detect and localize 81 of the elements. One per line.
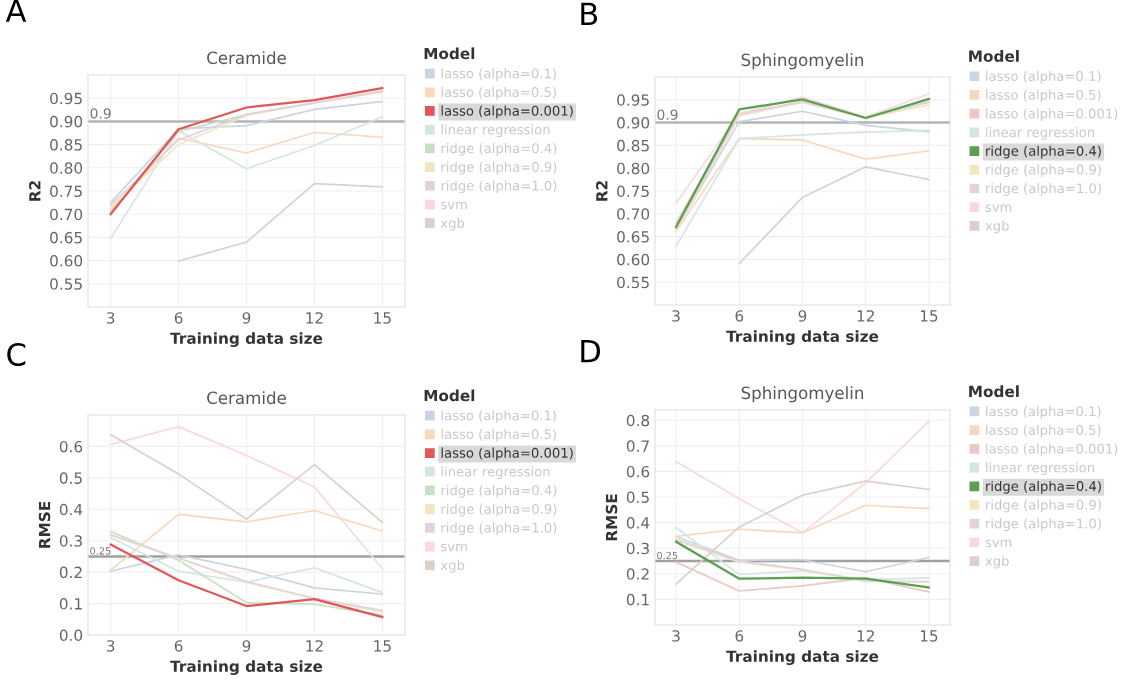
y-tick-label: 0.2 xyxy=(59,566,82,579)
x-tick-label: 6 xyxy=(735,630,744,642)
y-axis-title: R2 xyxy=(29,181,41,201)
y-tick-label: 0.7 xyxy=(626,440,649,452)
ref-line-label: 0.25 xyxy=(657,551,678,560)
x-tick-label: 6 xyxy=(735,310,744,322)
y-tick-label: 0.75 xyxy=(617,185,649,198)
y-tick-label: 0.2 xyxy=(626,568,649,580)
y-tick-label: 0.85 xyxy=(617,139,649,152)
x-tick-label: 12 xyxy=(306,640,323,652)
legend-title: Model xyxy=(969,385,1019,398)
ref-line-label: 0.25 xyxy=(90,547,111,555)
legend-title: Model xyxy=(424,47,475,60)
x-tick-label: 3 xyxy=(672,630,680,642)
text: B xyxy=(581,2,598,25)
y-tick-label: 0.95 xyxy=(50,92,82,105)
x-tick-label: 15 xyxy=(374,312,391,324)
y-tick-label: 0.8 xyxy=(626,414,650,427)
legend-title: Model xyxy=(424,389,475,402)
x-tick-label: 12 xyxy=(857,310,874,322)
y-axis-title: RMSE xyxy=(38,501,51,548)
x-tick-label: 15 xyxy=(920,630,938,642)
y-tick-label: 0.1 xyxy=(626,593,649,606)
x-axis-title: Training data size xyxy=(170,332,323,348)
y-tick-label: 0.6 xyxy=(59,440,83,453)
chart-title: Ceramide xyxy=(207,391,286,405)
y-tick-label: 0.60 xyxy=(617,253,650,266)
y-tick-label: 0.80 xyxy=(50,162,83,174)
y-tick-label: 0.6 xyxy=(626,465,650,478)
x-tick-label: 12 xyxy=(857,630,874,642)
y-tick-label: 0.0 xyxy=(59,629,83,642)
y-axis-title: R2 xyxy=(596,181,608,201)
ref-line-label: 0.9 xyxy=(657,109,678,120)
x-axis-title: Training data size xyxy=(726,650,879,666)
x-axis-title: Training data size xyxy=(170,660,323,676)
legend-label: lasso (alpha=0.001) xyxy=(441,447,573,461)
y-tick-label: 0.4 xyxy=(626,517,650,529)
y-tick-label: 0.95 xyxy=(617,94,649,106)
y-tick-label: 0.55 xyxy=(50,278,82,290)
chart-title: Sphingomyelin xyxy=(741,53,864,70)
y-axis-title: RMSE xyxy=(605,494,618,541)
y-tick-label: 0.85 xyxy=(50,139,82,151)
x-tick-label: 9 xyxy=(798,630,807,642)
y-tick-label: 0.70 xyxy=(617,208,650,220)
y-tick-label: 0.3 xyxy=(59,535,82,547)
y-tick-label: 0.60 xyxy=(50,255,83,267)
x-tick-label: 6 xyxy=(174,312,183,324)
text: A xyxy=(5,0,27,22)
x-tick-label: 9 xyxy=(242,312,251,324)
chart-title: Sphingomyelin xyxy=(741,386,864,403)
x-tick-label: 3 xyxy=(106,640,115,652)
x-tick-label: 6 xyxy=(174,640,183,652)
y-tick-label: 0.55 xyxy=(617,276,649,289)
y-tick-label: 0.65 xyxy=(617,231,649,243)
y-tick-label: 0.80 xyxy=(617,162,650,175)
y-tick-label: 0.65 xyxy=(50,231,82,244)
legend-title: Model xyxy=(969,50,1019,62)
x-tick-label: 9 xyxy=(798,310,807,322)
x-tick-label: 9 xyxy=(242,640,251,652)
x-tick-label: 15 xyxy=(920,310,938,322)
x-axis-title: Training data size xyxy=(726,330,879,346)
y-tick-label: 0.70 xyxy=(50,208,83,221)
y-tick-label: 0.90 xyxy=(50,115,83,128)
x-tick-label: 15 xyxy=(374,640,391,652)
legend-label: lasso (alpha=0.001) xyxy=(441,105,573,119)
y-tick-label: 0.75 xyxy=(50,185,82,198)
y-tick-label: 0.1 xyxy=(59,598,82,610)
y-tick-label: 0.4 xyxy=(59,503,83,516)
text: C xyxy=(7,342,26,367)
y-tick-label: 0.90 xyxy=(617,117,650,129)
x-tick-label: 12 xyxy=(306,312,323,324)
y-tick-label: 0.5 xyxy=(59,472,82,484)
y-tick-label: 0.5 xyxy=(626,491,649,504)
ref-line-label: 0.9 xyxy=(90,108,111,119)
x-tick-label: 3 xyxy=(106,312,115,324)
legend-label: ridge (alpha=0.4) xyxy=(986,480,1101,494)
legend-label: ridge (alpha=0.4) xyxy=(986,145,1101,159)
y-tick-label: 0.3 xyxy=(626,542,649,555)
chart-title: Ceramide xyxy=(207,51,286,65)
text: D xyxy=(581,339,601,363)
x-tick-label: 3 xyxy=(672,310,680,322)
